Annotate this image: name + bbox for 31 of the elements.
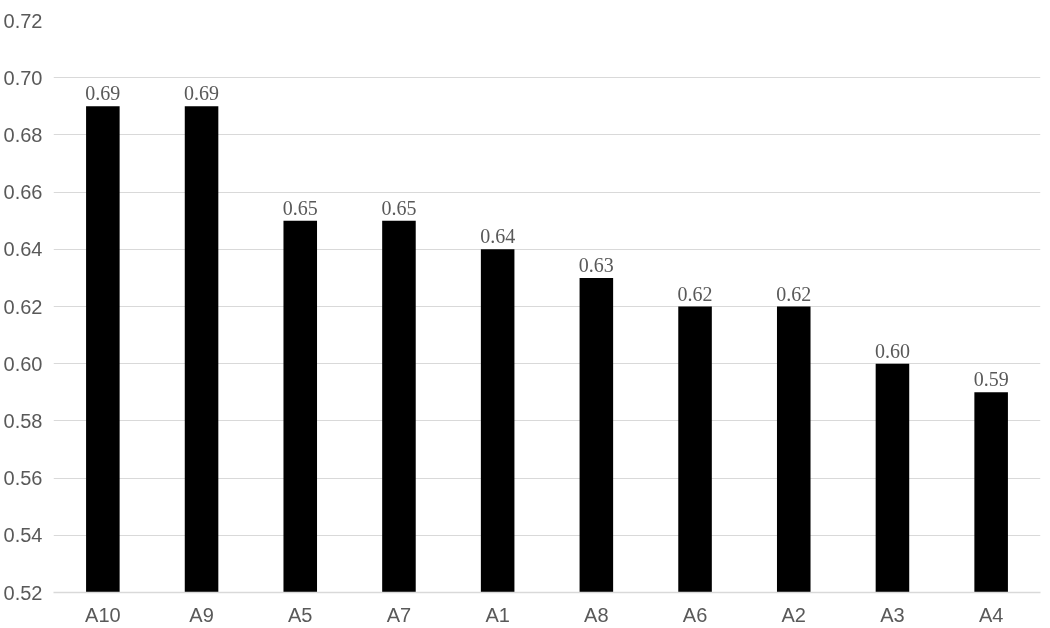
y-tick-label: 0.64: [3, 238, 43, 261]
data-label: 0.62: [677, 282, 713, 305]
data-label: 0.65: [381, 196, 417, 219]
data-label: 0.60: [874, 339, 910, 362]
y-tick-label: 0.60: [3, 352, 43, 375]
y-tick-label: 0.58: [3, 409, 43, 432]
y-tick-label: 0.52: [3, 581, 43, 604]
y-tick-label: 0.56: [3, 467, 43, 490]
x-tick-label: A1: [485, 603, 510, 626]
x-tick-label: A7: [386, 603, 412, 626]
x-tick-label: A2: [781, 603, 806, 626]
data-label: 0.65: [282, 196, 318, 219]
y-tick-label: 0.66: [3, 181, 43, 204]
y-tick-label: 0.62: [3, 295, 43, 318]
x-tick-label: A6: [682, 603, 708, 626]
y-tick-label: 0.68: [3, 123, 43, 146]
x-tick-label: A3: [880, 603, 905, 626]
data-label: 0.62: [776, 282, 812, 305]
x-tick-label: A10: [85, 603, 121, 626]
x-tick-label: A9: [189, 603, 214, 626]
y-tick-label: 0.70: [3, 66, 43, 89]
x-tick-label: A8: [584, 603, 609, 626]
data-label: 0.69: [85, 82, 121, 105]
x-tick-label: A5: [288, 603, 313, 626]
data-label: 0.63: [578, 253, 614, 276]
data-label: 0.64: [480, 225, 516, 248]
data-label: 0.69: [184, 82, 220, 105]
y-tick-label: 0.72: [3, 9, 43, 32]
y-tick-label: 0.54: [3, 524, 43, 547]
data-label: 0.59: [973, 368, 1009, 391]
x-tick-label: A4: [978, 603, 1004, 626]
